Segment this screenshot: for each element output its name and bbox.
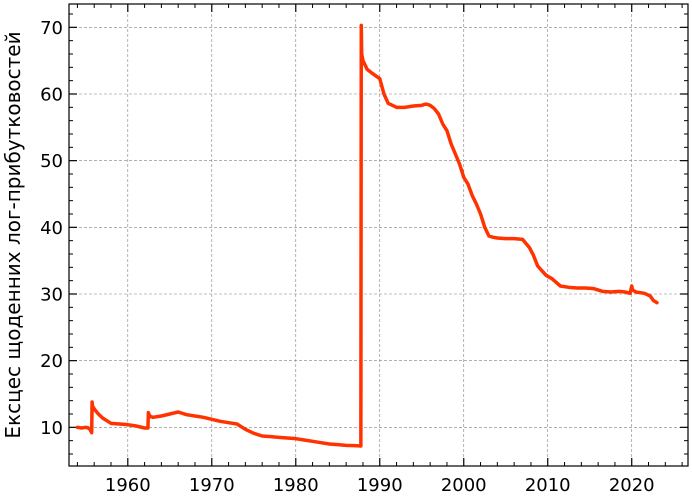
x-tick-label: 1970 [189,475,235,496]
ticks [69,4,688,466]
x-tick-label: 1960 [105,475,151,496]
y-tick-label: 40 [40,218,63,239]
x-tick-label: 2010 [525,475,571,496]
y-tick-label: 30 [40,285,63,306]
plot-frame [68,3,689,467]
plot-area [69,4,688,466]
y-axis-label: Ексцес щоденних лог-прибутковостей [1,31,25,438]
x-tick-label: 1990 [357,475,403,496]
tick-labels: 1960 1970 1980 1990 2000 2010 2020 10 20 30 40 50 60… [40,18,655,496]
y-tick-label: 50 [40,151,63,172]
y-tick-label: 60 [40,85,63,106]
x-tick-label: 2000 [441,475,487,496]
grid [69,4,688,466]
x-tick-label: 2020 [609,475,655,496]
y-tick-label: 70 [40,18,63,39]
y-tick-label: 20 [40,351,63,372]
y-tick-label: 10 [40,418,63,439]
x-tick-label: 1980 [273,475,319,496]
series-line-0 [75,23,659,448]
